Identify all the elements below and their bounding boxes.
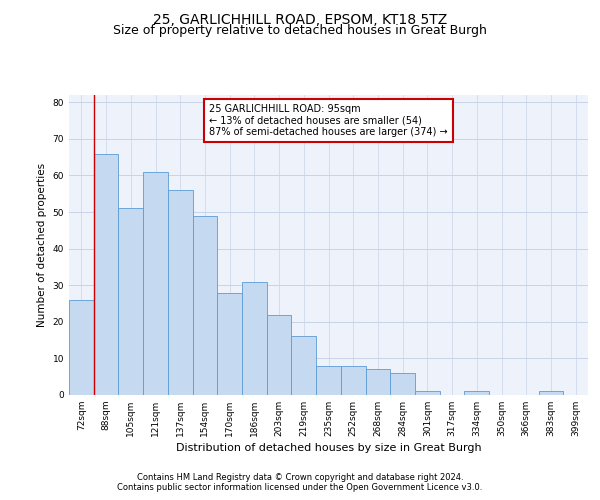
Bar xyxy=(539,392,563,395)
Y-axis label: Number of detached properties: Number of detached properties xyxy=(37,163,47,327)
Bar xyxy=(267,314,292,395)
Bar xyxy=(365,370,390,395)
Bar xyxy=(143,172,168,395)
Bar xyxy=(341,366,365,395)
Text: Contains HM Land Registry data © Crown copyright and database right 2024.: Contains HM Land Registry data © Crown c… xyxy=(137,472,463,482)
Bar xyxy=(464,392,489,395)
Bar xyxy=(118,208,143,395)
Bar xyxy=(168,190,193,395)
Bar xyxy=(242,282,267,395)
Bar xyxy=(94,154,118,395)
Text: 25 GARLICHHILL ROAD: 95sqm
← 13% of detached houses are smaller (54)
87% of semi: 25 GARLICHHILL ROAD: 95sqm ← 13% of deta… xyxy=(209,104,448,137)
Bar xyxy=(193,216,217,395)
X-axis label: Distribution of detached houses by size in Great Burgh: Distribution of detached houses by size … xyxy=(176,443,481,453)
Bar xyxy=(292,336,316,395)
Bar xyxy=(217,292,242,395)
Text: 25, GARLICHHILL ROAD, EPSOM, KT18 5TZ: 25, GARLICHHILL ROAD, EPSOM, KT18 5TZ xyxy=(153,12,447,26)
Bar xyxy=(390,373,415,395)
Bar xyxy=(316,366,341,395)
Bar xyxy=(69,300,94,395)
Bar xyxy=(415,392,440,395)
Text: Contains public sector information licensed under the Open Government Licence v3: Contains public sector information licen… xyxy=(118,482,482,492)
Text: Size of property relative to detached houses in Great Burgh: Size of property relative to detached ho… xyxy=(113,24,487,37)
